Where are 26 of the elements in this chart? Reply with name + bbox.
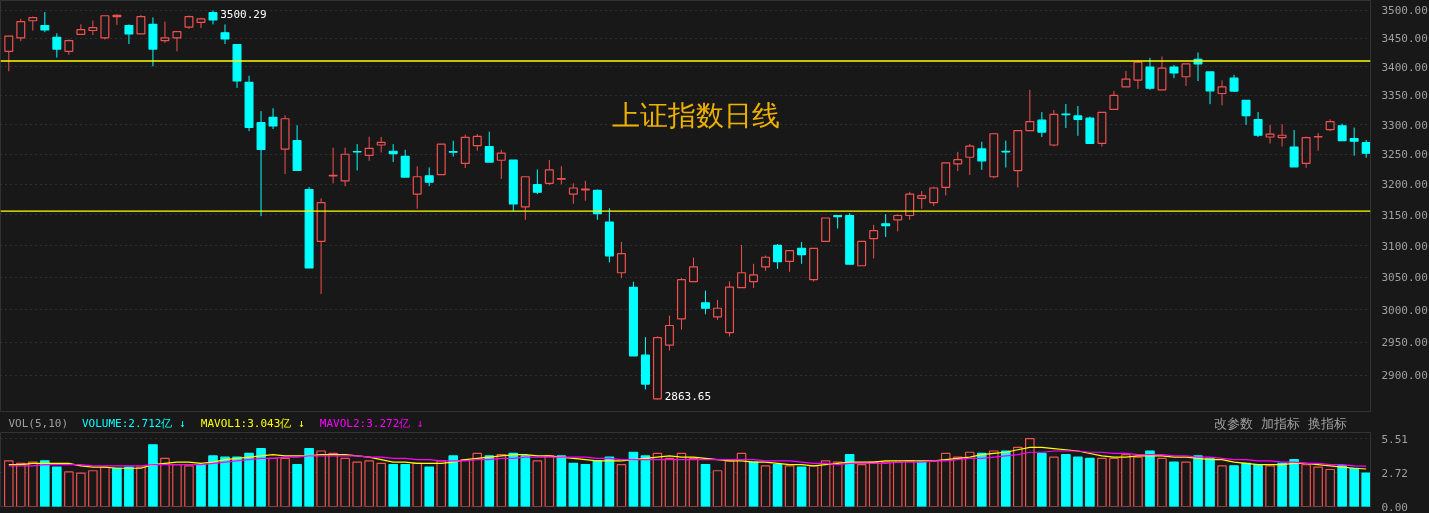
y-tick-label: 2900.00 (1381, 369, 1428, 383)
y-tick-label: 3400.00 (1381, 60, 1428, 74)
text: 加指标 (1260, 416, 1300, 431)
y-tick-label: 3150.00 (1381, 208, 1428, 222)
annotation: 2863.65 (664, 389, 712, 403)
text: MAVOL1:3.043亿 ↓ (200, 417, 305, 430)
y-tick-label: 2950.00 (1381, 336, 1428, 350)
y-tick-label: 3250.00 (1381, 148, 1428, 162)
text: 改参数 (1213, 416, 1253, 431)
annotation: 3500.29 (220, 8, 267, 22)
y-tick-label: 3500.00 (1381, 4, 1428, 18)
text: 换指标 (1307, 416, 1347, 431)
y-tick-label: 3450.00 (1381, 32, 1428, 46)
y-tick-label: 5.51 (1381, 432, 1408, 446)
y-tick-label: 3300.00 (1381, 118, 1428, 132)
y-tick-label: 3100.00 (1381, 239, 1428, 253)
y-tick-label: 3050.00 (1381, 271, 1428, 285)
text: 上证指数日线 (612, 99, 781, 133)
y-tick-label: 0.00 (1381, 500, 1408, 513)
y-tick-label: 3200.00 (1381, 178, 1428, 192)
text: MAVOL2:3.272亿 ↓ (319, 417, 424, 430)
y-tick-label: 2.72 (1381, 466, 1408, 480)
y-tick-label: 3000.00 (1381, 303, 1428, 317)
chart-title: VOL(5,10) (8, 417, 69, 430)
y-tick-label: 3350.00 (1381, 89, 1428, 103)
text: VOLUME:2.712亿 ↓ (81, 417, 186, 430)
